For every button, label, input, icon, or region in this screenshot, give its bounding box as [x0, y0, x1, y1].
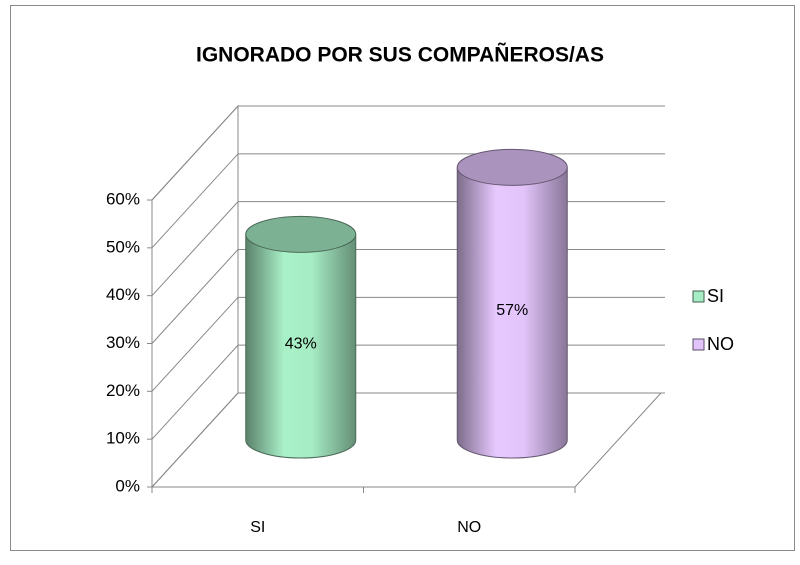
grid-line — [151, 105, 665, 201]
y-tick-label: 0% — [115, 476, 140, 495]
y-tick-label: 50% — [106, 237, 140, 256]
bar — [456, 167, 568, 459]
y-tick-label: 10% — [106, 429, 140, 448]
bar-top — [456, 148, 568, 186]
value-label: 43% — [285, 335, 317, 352]
y-tick-label: 60% — [106, 189, 140, 208]
chart-title: IGNORADO POR SUS COMPAÑEROS/AS — [196, 44, 604, 67]
y-tick-label: 30% — [106, 333, 140, 352]
x-tick-label: SI — [250, 519, 265, 536]
y-tick-label: 20% — [106, 381, 140, 400]
chart-border — [10, 5, 795, 551]
legend-label: NO — [707, 334, 734, 354]
bar — [245, 234, 357, 459]
bar-top — [245, 215, 357, 253]
y-tick-label: 40% — [106, 285, 140, 304]
legend-label: SI — [707, 286, 724, 306]
legend-swatch — [692, 338, 705, 351]
x-tick-label: NO — [457, 519, 481, 536]
legend-swatch — [692, 290, 705, 303]
value-label: 57% — [496, 302, 528, 319]
